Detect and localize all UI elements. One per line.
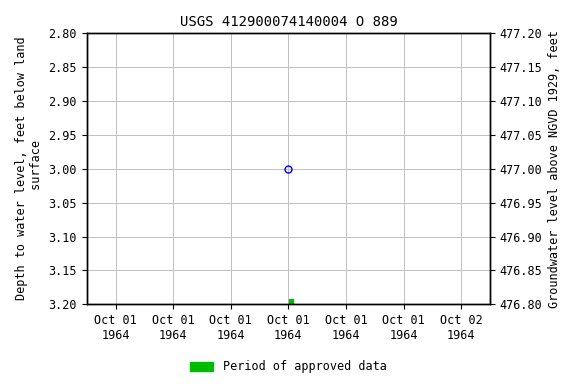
Y-axis label: Groundwater level above NGVD 1929, feet: Groundwater level above NGVD 1929, feet <box>548 30 561 308</box>
Legend: Period of approved data: Period of approved data <box>185 356 391 378</box>
Title: USGS 412900074140004 O 889: USGS 412900074140004 O 889 <box>180 15 397 29</box>
Y-axis label: Depth to water level, feet below land
 surface: Depth to water level, feet below land su… <box>15 37 43 301</box>
